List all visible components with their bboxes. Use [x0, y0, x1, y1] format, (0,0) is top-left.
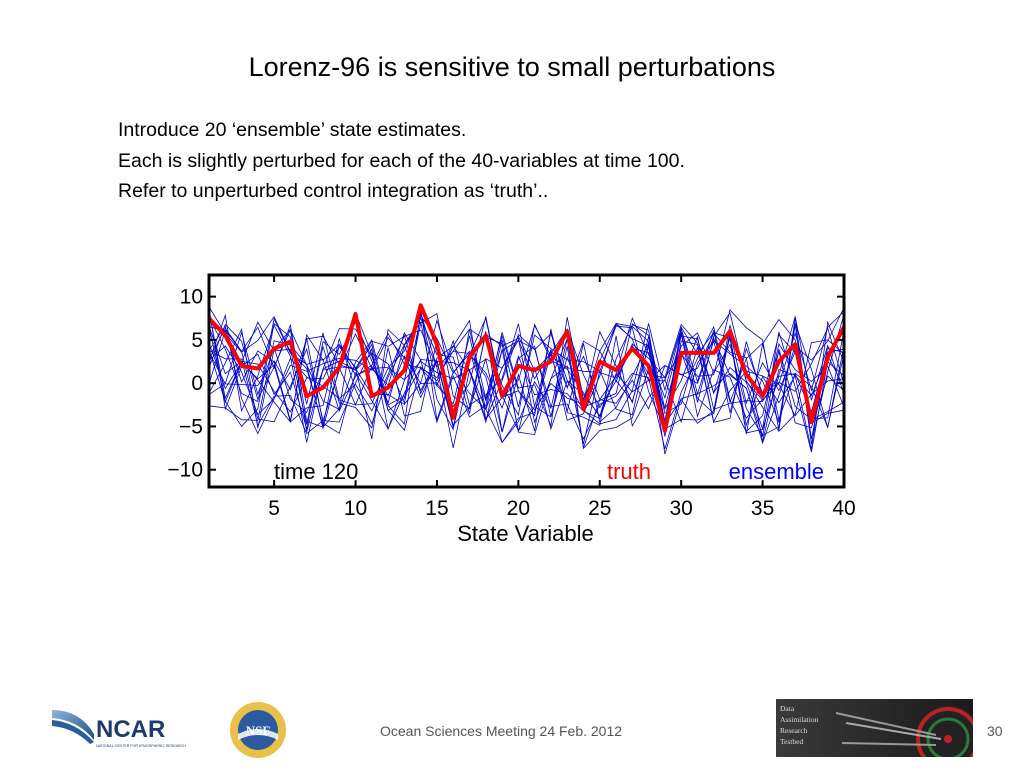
chart-annotation: truth — [607, 459, 651, 484]
ensemble-member-line — [209, 317, 844, 435]
ensemble-member-line — [209, 311, 844, 450]
bullet-line-1: Introduce 20 ‘ensemble’ state estimates. — [118, 119, 467, 141]
bullet-line-2: Each is slightly perturbed for each of t… — [118, 149, 685, 172]
ncar-logo: NCAR NATIONAL CENTER FOR ATMOSPHERIC RES… — [52, 710, 186, 748]
y-tick-label: 5 — [191, 329, 203, 352]
x-tick-label: 15 — [425, 497, 448, 520]
nsf-logo-text: NSF — [246, 723, 271, 738]
x-axis-label: State Variable — [457, 521, 594, 546]
chart-annotation: time 120 — [274, 459, 358, 484]
page-number: 30 — [987, 723, 1003, 739]
dart-logo-line-4: Testbed — [780, 737, 803, 746]
y-tick-label: 0 — [191, 372, 203, 395]
slide-title: Lorenz-96 is sensitive to small perturba… — [248, 52, 776, 82]
dart-logo-line-1: Data — [780, 704, 795, 713]
ensemble-lines — [209, 306, 844, 455]
y-tick-label: −5 — [179, 415, 203, 438]
dart-logo-line-2: Assimilation — [780, 715, 819, 724]
ensemble-member-line — [209, 310, 844, 445]
plot-frame — [207, 273, 846, 489]
ensemble-member-line — [209, 325, 844, 433]
truth-line — [209, 303, 844, 433]
ncar-swoosh-icon — [52, 710, 94, 740]
ncar-logo-text: NCAR — [96, 716, 165, 743]
dart-logo-line-3: Research — [780, 726, 808, 735]
x-tick-label: 10 — [344, 497, 367, 520]
bullet-list: Introduce 20 ‘ensemble’ state estimates.… — [118, 115, 685, 207]
x-tick-label: 25 — [588, 497, 611, 520]
dartboard-icon — [835, 705, 973, 757]
bullet-line-3: Refer to unperturbed control integration… — [118, 180, 549, 202]
chart-annotation: ensemble — [729, 459, 824, 484]
nsf-logo: NSF — [230, 702, 286, 758]
ensemble-member-line — [209, 311, 844, 450]
x-tick-label: 40 — [832, 497, 855, 520]
y-tick-label: 10 — [180, 286, 203, 309]
footer-meeting-text: Ocean Sciences Meeting 24 Feb. 2012 — [380, 723, 623, 739]
x-tick-label: 5 — [268, 497, 280, 520]
dart-logo: Data Assimilation Research Testbed — [776, 699, 973, 757]
lorenz-chart: 5 10 15 20 25 30 35 40 10 5 0 −5 −10 State Variable ti… — [167, 273, 856, 546]
x-tick-label: 35 — [751, 497, 774, 520]
ensemble-member-line — [209, 328, 844, 433]
nsf-sunburst-icon — [230, 702, 286, 758]
x-tick-label: 20 — [507, 497, 530, 520]
x-tick-label: 30 — [669, 497, 692, 520]
ncar-logo-subtext: NATIONAL CENTER FOR ATMOSPHERIC RESEARCH — [96, 744, 186, 748]
y-tick-label: −10 — [167, 459, 203, 482]
